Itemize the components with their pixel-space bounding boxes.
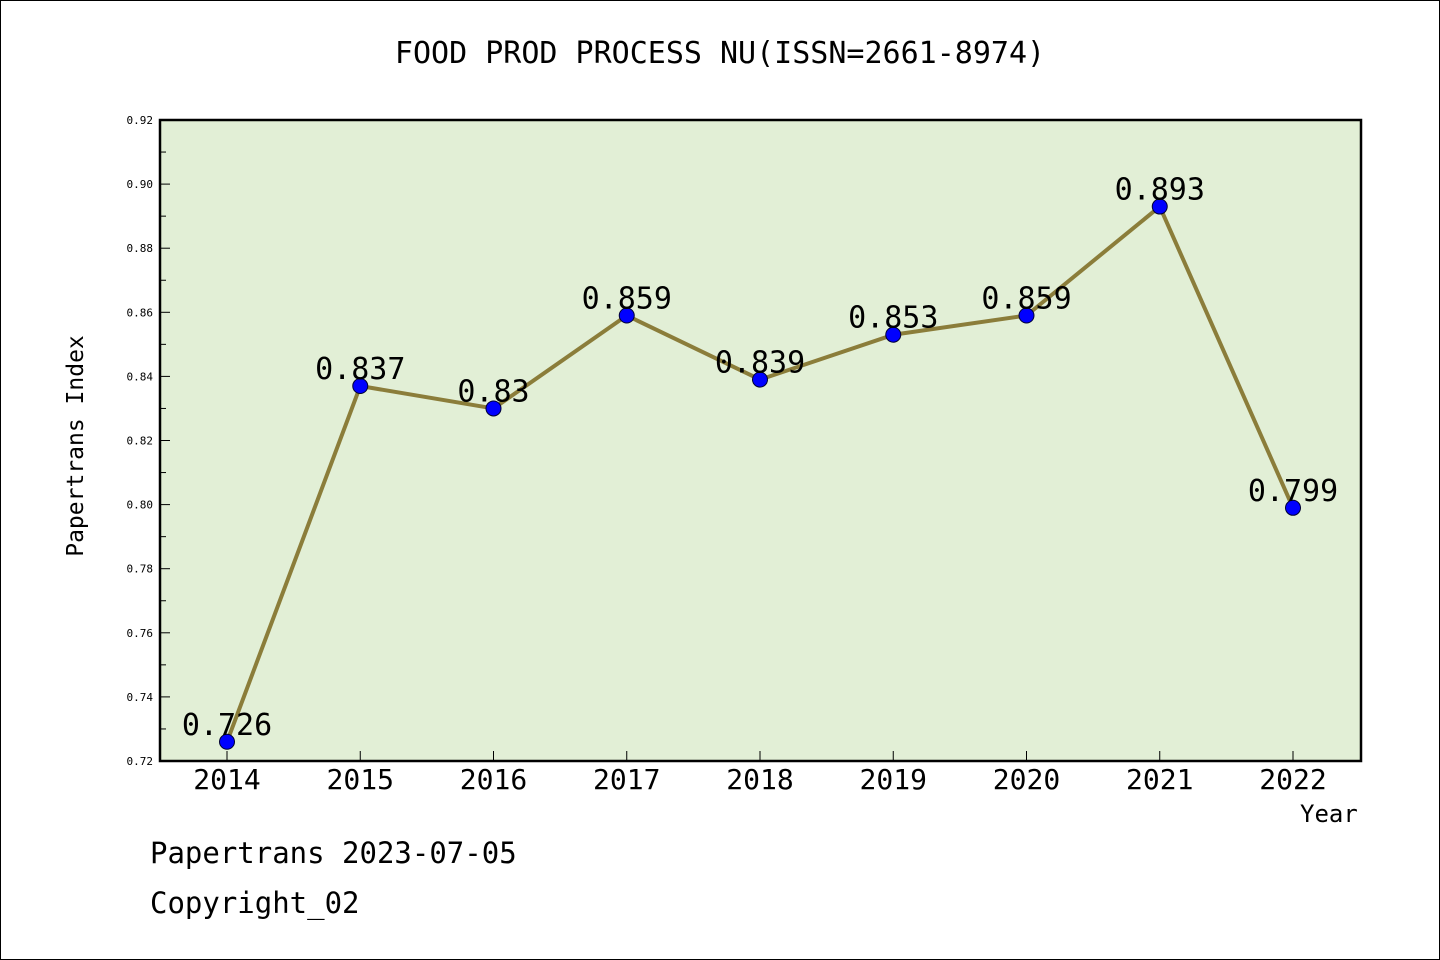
data-label: 0.837: [315, 352, 405, 387]
chart-title: FOOD PROD PROCESS NU(ISSN=2661-8974): [394, 36, 1046, 71]
data-point: [352, 378, 369, 395]
data-label: 0.799: [1248, 474, 1338, 509]
data-point: [1018, 307, 1035, 324]
x-tick-label: 2020: [993, 763, 1060, 796]
x-tick-label: 2017: [593, 763, 660, 796]
x-tick-label: 2015: [327, 763, 394, 796]
x-tick-label: 2021: [1126, 763, 1193, 796]
data-label: 0.83: [457, 374, 529, 409]
footer-copyright: Copyright_02: [150, 886, 360, 920]
data-label: 0.893: [1115, 173, 1205, 208]
x-tick-label: 2022: [1259, 763, 1326, 796]
x-tick-label: 2019: [860, 763, 927, 796]
x-tick-label: 2016: [460, 763, 527, 796]
plot-border: [158, 118, 1363, 763]
y-tick-label: 0.92: [127, 114, 154, 127]
y-tick-label: 0.84: [127, 370, 154, 383]
data-point: [752, 371, 768, 388]
x-axis-label: Year: [1300, 800, 1358, 828]
data-point: [1151, 198, 1168, 215]
data-point: [618, 307, 635, 324]
data-point: [885, 326, 902, 343]
y-tick-label: 0.86: [127, 306, 154, 319]
y-tick-label: 0.78: [127, 563, 154, 576]
data-point: [485, 400, 502, 417]
y-tick-label: 0.80: [127, 499, 154, 512]
y-axis-label: Papertrans Index: [63, 335, 89, 557]
x-tick-label: 2014: [193, 763, 260, 796]
data-label: 0.839: [715, 346, 805, 381]
plot-area: [160, 120, 1361, 761]
y-tick-label: 0.74: [127, 691, 154, 704]
data-label: 0.859: [981, 282, 1071, 317]
data-label: 0.726: [182, 708, 272, 743]
data-point: [219, 733, 235, 750]
x-tick-label: 2018: [726, 763, 793, 796]
data-label: 0.859: [582, 282, 672, 317]
footer-date: Papertrans 2023-07-05: [150, 836, 517, 870]
y-tick-label: 0.76: [127, 627, 154, 640]
y-tick-label: 0.82: [127, 435, 154, 448]
data-label: 0.853: [848, 301, 938, 336]
y-tick-label: 0.88: [127, 242, 154, 255]
y-tick-label: 0.72: [127, 755, 154, 768]
data-point: [1285, 499, 1301, 516]
y-tick-label: 0.90: [127, 178, 154, 191]
